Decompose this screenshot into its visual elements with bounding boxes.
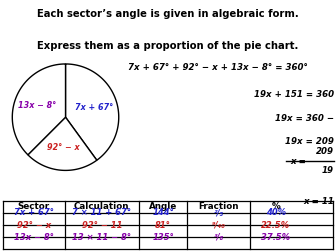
Text: Calculation: Calculation (74, 202, 130, 211)
Text: 13x − 8°: 13x − 8° (14, 233, 54, 242)
Text: 40%: 40% (266, 208, 286, 217)
Text: 135°: 135° (152, 233, 174, 242)
Text: 92° − 11: 92° − 11 (82, 221, 122, 230)
Polygon shape (28, 117, 97, 170)
Text: 37.5%: 37.5% (261, 233, 290, 242)
Text: 209: 209 (316, 147, 334, 156)
Text: 19x = 209: 19x = 209 (285, 137, 334, 146)
Text: 13x − 8°: 13x − 8° (18, 101, 57, 110)
Text: 92° − x: 92° − x (17, 221, 51, 230)
Text: Fraction: Fraction (198, 202, 239, 211)
Text: Express them as a proportion of the pie chart.: Express them as a proportion of the pie … (37, 41, 299, 51)
Polygon shape (12, 64, 66, 155)
Text: ²/₅: ²/₅ (213, 208, 224, 217)
Text: 13 × 11 − 8°: 13 × 11 − 8° (72, 233, 131, 242)
Text: 144°: 144° (152, 208, 174, 217)
Text: x =: x = (291, 156, 306, 166)
Text: ³/₈: ³/₈ (213, 233, 224, 242)
Text: 81°: 81° (155, 221, 171, 230)
Text: 19x = 360 −: 19x = 360 − (275, 114, 334, 123)
Text: 7 × 11 + 67°: 7 × 11 + 67° (72, 208, 131, 217)
Text: 22.5%: 22.5% (261, 221, 290, 230)
Text: 19: 19 (322, 166, 334, 175)
Text: ⁹/₄₀: ⁹/₄₀ (212, 221, 225, 230)
Text: Sector: Sector (18, 202, 50, 211)
Text: Angle: Angle (149, 202, 177, 211)
Text: 19x + 151 = 360: 19x + 151 = 360 (254, 90, 334, 99)
Text: 7x + 67° + 92° − x + 13x − 8° = 360°: 7x + 67° + 92° − x + 13x − 8° = 360° (128, 63, 308, 72)
Text: 7x + 67°: 7x + 67° (14, 208, 54, 217)
Text: 7x + 67°: 7x + 67° (75, 103, 114, 112)
Text: 92° − x: 92° − x (47, 143, 79, 152)
Text: Each sector’s angle is given in algebraic form.: Each sector’s angle is given in algebrai… (37, 9, 299, 19)
Text: x = 11: x = 11 (303, 197, 334, 206)
Text: %: % (271, 202, 280, 211)
Polygon shape (66, 64, 119, 160)
